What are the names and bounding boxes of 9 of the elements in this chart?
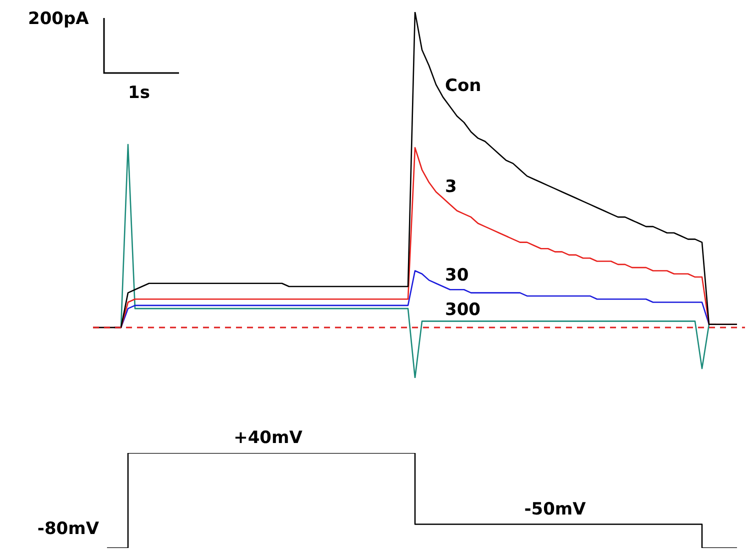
series-label: 300	[445, 300, 481, 320]
series-label: 3	[445, 177, 457, 198]
text: 200pA	[28, 9, 90, 29]
series-label: Con	[445, 76, 482, 96]
data-label: -50mV	[524, 499, 587, 520]
data-label: +40mV	[234, 428, 304, 448]
series-label: 30	[445, 266, 469, 286]
data-label: -80mV	[37, 519, 100, 539]
annotation: 1s	[128, 83, 150, 103]
